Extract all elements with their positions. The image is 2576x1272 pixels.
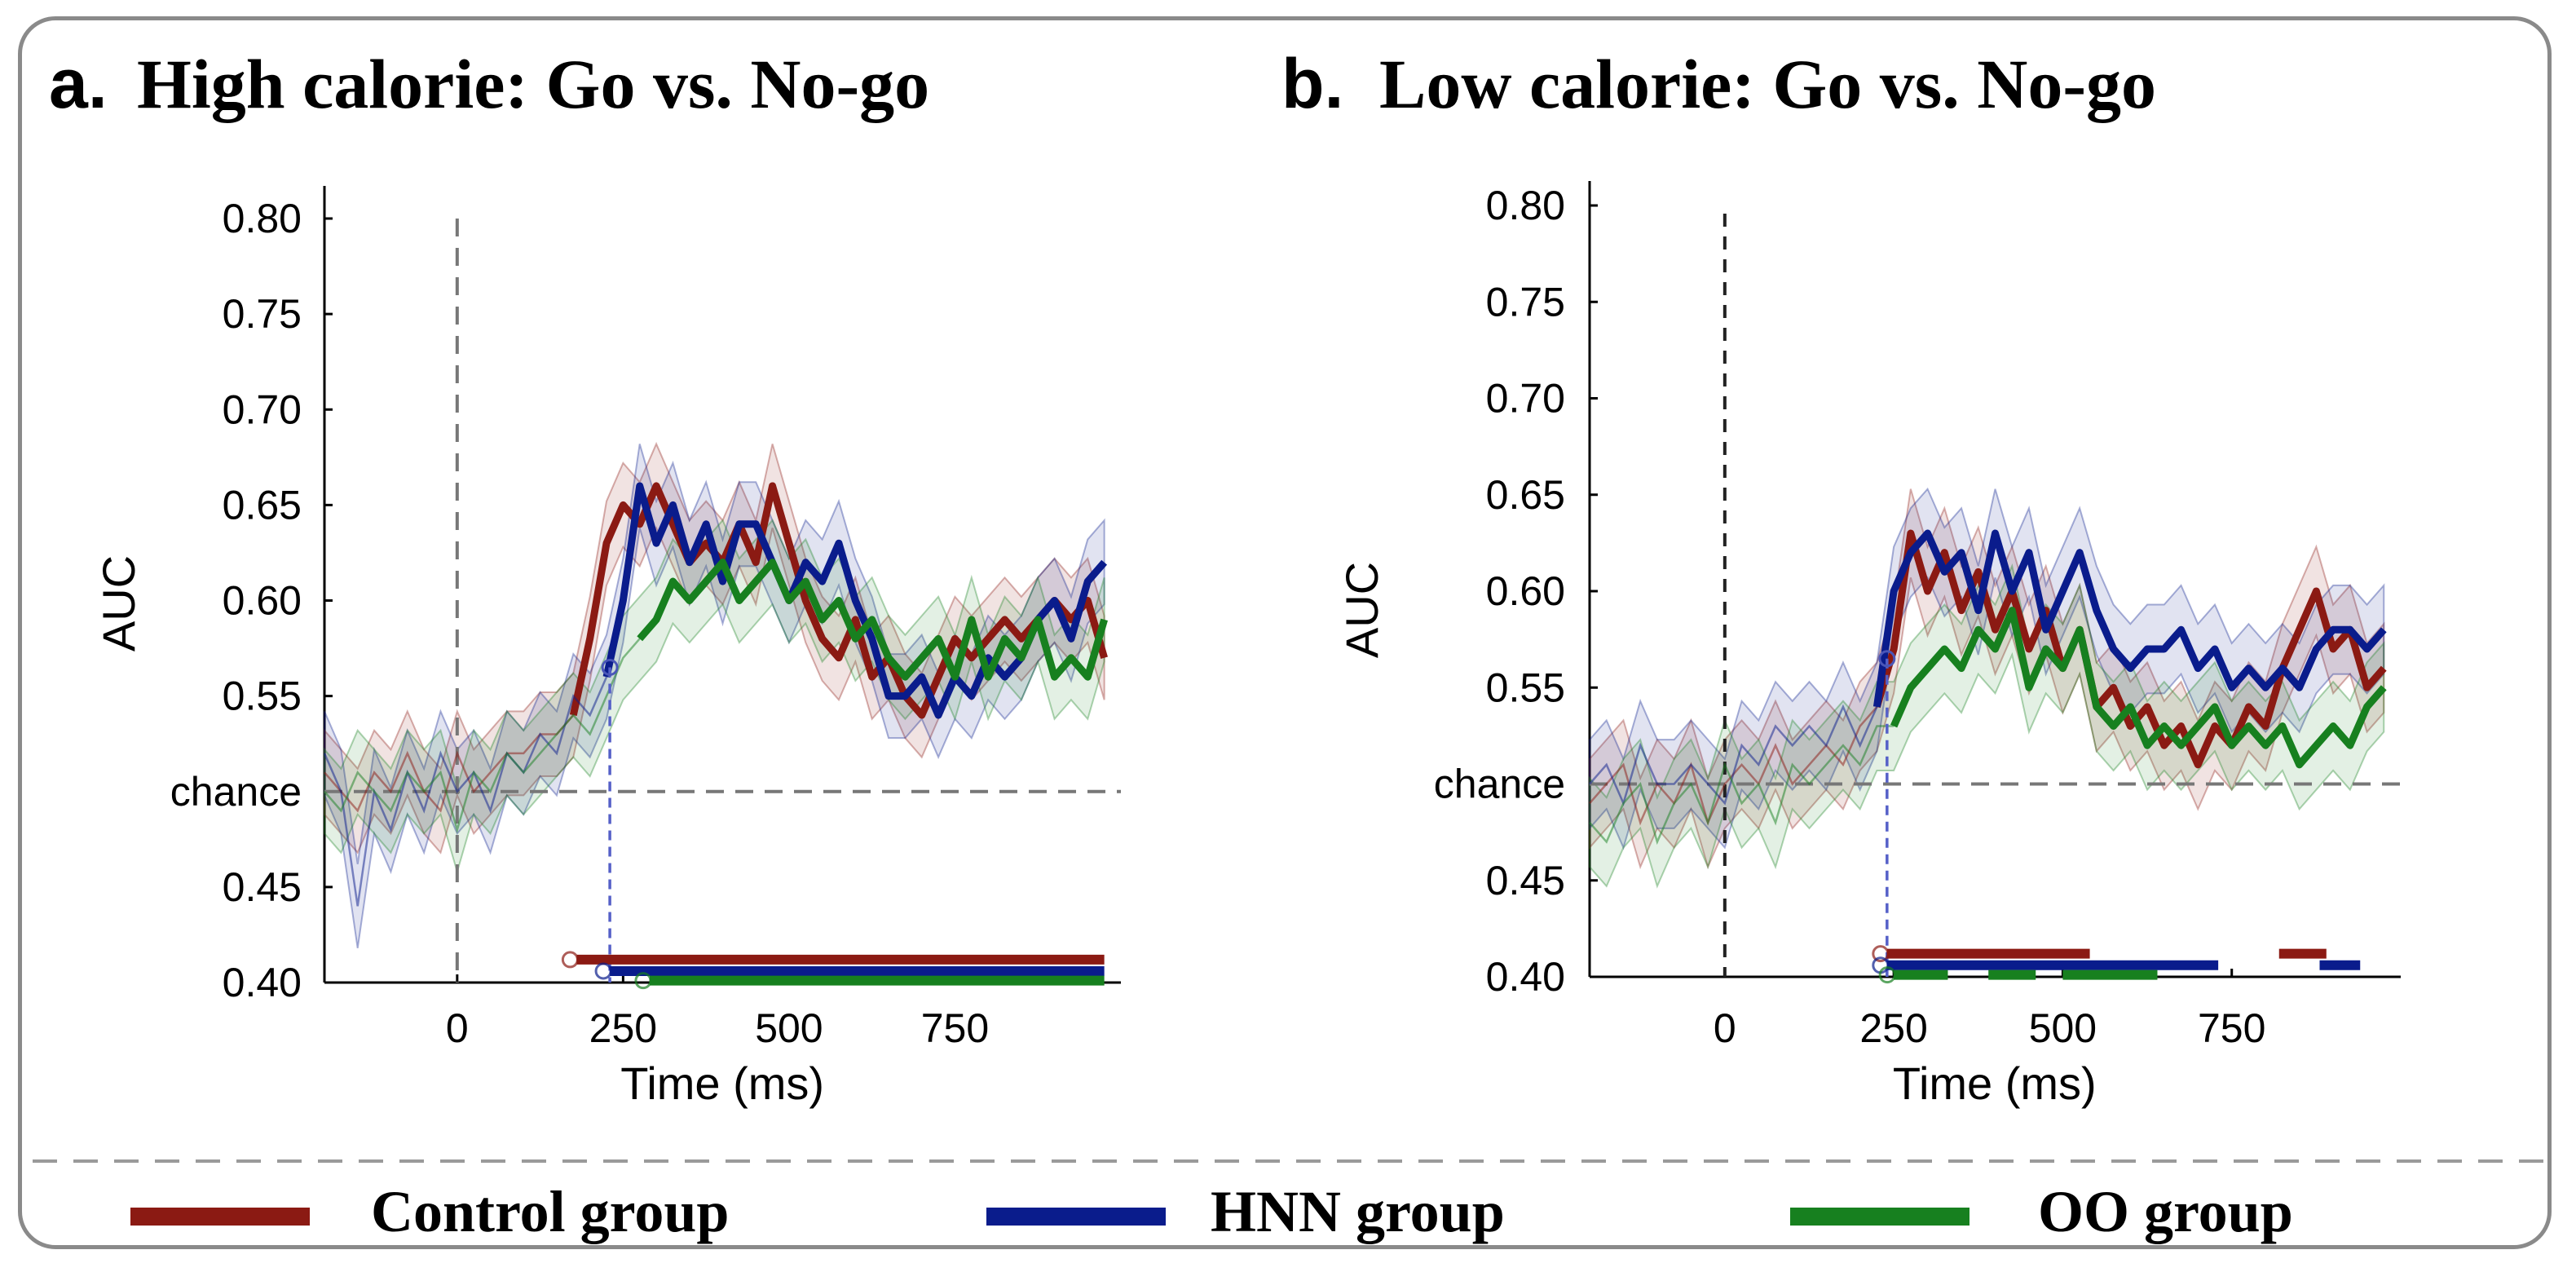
panel-a-header: a. High calorie: Go vs. No-go: [49, 45, 929, 123]
significance-onset-marker: [1878, 966, 1896, 984]
y-tick-label: 0.75: [1486, 279, 1565, 325]
series-line: [637, 559, 1108, 681]
y-tick-label: 0.80: [223, 196, 302, 241]
series-line: [1873, 529, 2387, 769]
y-tick-label: 0.55: [223, 674, 302, 719]
y-axis-label: AUC: [93, 555, 144, 651]
significance-onset-marker: [1872, 945, 1890, 963]
series-line-thin: [324, 619, 658, 834]
panel-b-chart: 0.40 0.45 chance 0.55 0.60 0.65 0.70 0.75 0.80 0 2…: [1336, 181, 2401, 1109]
panel-b-title: Low calorie: Go vs. No-go: [1379, 45, 2156, 123]
x-axis-label: Time (ms): [1893, 1058, 2097, 1109]
x-tick-label: 0: [1714, 1005, 1736, 1051]
y-tick-label: 0.65: [223, 482, 302, 528]
y-tick-label: 0.40: [223, 960, 302, 1005]
y-tick-label: 0.45: [1486, 858, 1565, 903]
y-tick-label: 0.75: [223, 291, 302, 337]
significance-onset-marker: [594, 962, 612, 980]
panel-a-chart: 0.40 0.45 chance 0.55 0.60 0.65 0.70 0.75 0.80 0 2…: [93, 186, 1121, 1109]
panel-a-letter: a.: [49, 45, 108, 123]
y-tick-label: 0.45: [223, 864, 302, 910]
y-tick-label: chance: [1434, 762, 1565, 807]
y-tick-label: 0.40: [1486, 954, 1565, 1000]
series-line-thin: [1589, 725, 1895, 846]
series-line: [1872, 529, 2387, 708]
panel-b-letter: b.: [1281, 45, 1343, 123]
x-tick-label: 250: [1859, 1005, 1927, 1051]
y-tick-label: 0.70: [1486, 376, 1565, 422]
series-line: [1890, 607, 2387, 769]
y-axis-label: AUC: [1336, 562, 1387, 658]
y-tick-label: chance: [170, 769, 302, 815]
x-tick-label: 500: [755, 1005, 823, 1051]
legend-label-oo: OO group: [2038, 1179, 2293, 1244]
panel-b-header: b. Low calorie: Go vs. No-go: [1281, 45, 2156, 123]
x-tick-label: 750: [2198, 1005, 2265, 1051]
y-tick-label: 0.60: [223, 578, 302, 624]
legend: Control group HNN group OO group: [130, 1179, 2293, 1244]
onset-marker: [601, 658, 619, 676]
y-tick-label: 0.80: [1486, 183, 1565, 228]
series-line-thin: [1589, 648, 1895, 826]
sem-band: [324, 441, 1105, 855]
legend-label-control: Control group: [371, 1179, 729, 1244]
y-tick-label: 0.70: [223, 386, 302, 432]
y-tick-label: 0.60: [1486, 568, 1565, 614]
series-line-thin: [324, 714, 575, 813]
sem-band: [324, 519, 1105, 875]
significance-onset-marker: [561, 951, 579, 969]
significance-onset-marker: [634, 972, 652, 990]
series-line-thin: [1589, 590, 1895, 806]
figure-frame: [18, 16, 2552, 1249]
x-tick-label: 0: [446, 1005, 469, 1051]
sem-band: [1589, 487, 2385, 850]
y-tick-label: 0.55: [1486, 665, 1565, 710]
x-tick-label: 500: [2029, 1005, 2097, 1051]
series-line-thin: [323, 676, 608, 907]
panel-a-title: High calorie: Go vs. No-go: [137, 45, 929, 123]
x-tick-label: 750: [921, 1005, 989, 1051]
series-line: [569, 482, 1108, 719]
x-axis-label: Time (ms): [620, 1058, 824, 1109]
sem-band: [1589, 563, 2385, 889]
legend-label-hnn: HNN group: [1211, 1179, 1505, 1244]
x-tick-label: 250: [589, 1005, 657, 1051]
y-tick-label: 0.65: [1486, 472, 1565, 518]
onset-marker: [1878, 650, 1896, 668]
